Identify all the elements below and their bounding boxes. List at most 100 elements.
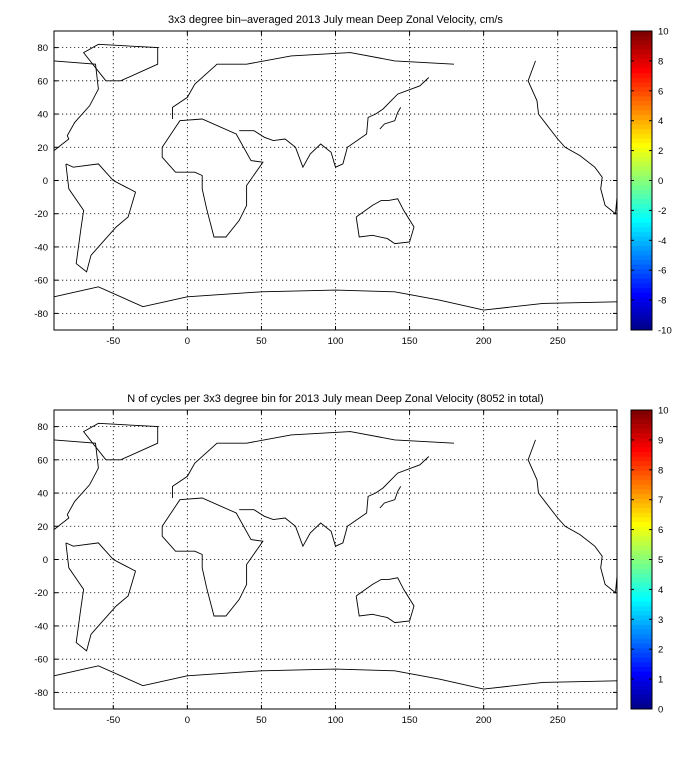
colorbar-segment xyxy=(631,704,652,710)
y-tick-label: 80 xyxy=(37,422,48,433)
y-tick-label: 20 xyxy=(37,143,48,154)
colorbar-segment xyxy=(631,152,652,158)
colorbar-segment xyxy=(631,236,652,242)
colorbar-segment xyxy=(631,68,652,74)
colorbar-segment xyxy=(631,503,652,509)
colorbar-segment xyxy=(631,96,652,102)
colorbar-segment xyxy=(631,666,652,673)
colorbar-tick-label: 10 xyxy=(658,27,669,38)
colorbar-tick-label: 3 xyxy=(658,615,663,626)
colorbar-segment xyxy=(631,287,652,294)
colorbar-segment xyxy=(631,105,652,111)
coastline xyxy=(355,198,415,245)
y-tick-label: -40 xyxy=(34,621,48,632)
colorbar-segment xyxy=(631,494,652,500)
x-tick-label: 50 xyxy=(256,336,267,347)
colorbar-segment xyxy=(631,447,652,453)
colorbar-segment xyxy=(631,91,652,97)
colorbar-segment xyxy=(631,685,652,691)
colorbar-tick-label: 6 xyxy=(658,86,663,97)
colorbar-tick-label: 2 xyxy=(658,146,663,157)
colorbar-segment xyxy=(631,442,652,448)
colorbar-segment xyxy=(631,110,652,116)
colorbar-segment xyxy=(631,596,652,603)
colorbar-segment xyxy=(631,517,652,523)
colorbar-segment xyxy=(631,245,652,252)
colorbar-segment xyxy=(631,615,652,621)
y-tick-label: 0 xyxy=(43,555,48,566)
colorbar-segment xyxy=(631,241,652,247)
y-tick-label: -60 xyxy=(34,276,48,287)
colorbar-tick-label: 2 xyxy=(658,645,663,656)
colorbar-segment xyxy=(631,568,652,575)
x-tick-label: 250 xyxy=(550,715,566,726)
colorbar-tick-label: 0 xyxy=(658,176,663,187)
colorbar-segment xyxy=(631,554,652,560)
coastline xyxy=(379,107,402,130)
y-tick-label: 0 xyxy=(43,176,48,187)
colorbar-segment xyxy=(631,203,652,210)
colorbar-tick-label: -6 xyxy=(658,266,666,277)
chart-title: 3x3 degree bin–averaged 2013 July mean D… xyxy=(168,14,503,26)
colorbar-segment xyxy=(631,638,652,645)
colorbar-segment xyxy=(631,301,652,308)
coastline xyxy=(82,422,159,461)
colorbar-segment xyxy=(631,419,652,425)
colorbar-segment xyxy=(631,452,652,458)
colorbar-segment xyxy=(631,461,652,467)
colorbar-segment xyxy=(631,475,652,481)
colorbar-segment xyxy=(631,498,652,504)
x-tick-label: -50 xyxy=(106,336,120,347)
colorbar-segment xyxy=(631,273,652,280)
colorbar-segment xyxy=(631,185,652,191)
colorbar-segment xyxy=(631,315,652,322)
colorbar-tick-label: 8 xyxy=(658,465,663,476)
colorbar-tick-label: -8 xyxy=(658,296,666,307)
colorbar-segment xyxy=(631,610,652,617)
x-tick-label: 200 xyxy=(476,715,492,726)
colorbar-tick-label: 1 xyxy=(658,675,663,686)
x-tick-label: 150 xyxy=(402,336,418,347)
colorbar-segment xyxy=(631,652,652,659)
colorbar-segment xyxy=(631,231,652,238)
coastline xyxy=(65,163,137,273)
colorbar-segment xyxy=(631,292,652,298)
colorbar-segment xyxy=(631,526,652,532)
x-tick-label: 100 xyxy=(328,336,344,347)
colorbar: 10 8 6 4 2 0 -2 -4 -6 -8 -10 xyxy=(630,27,672,337)
colorbar-tick-label: 7 xyxy=(658,495,663,506)
colorbar-segment xyxy=(631,680,652,687)
y-tick-label: -40 xyxy=(34,242,48,253)
colorbar-segment xyxy=(631,269,652,275)
colorbar-segment xyxy=(631,31,652,37)
colorbar-segment xyxy=(631,694,652,701)
x-tick-label: 0 xyxy=(185,715,190,726)
colorbar-segment xyxy=(631,194,652,200)
colorbar-segment xyxy=(631,522,652,528)
colorbar-segment xyxy=(631,40,652,46)
x-tick-label: 250 xyxy=(550,336,566,347)
coastline xyxy=(527,60,618,215)
colorbar-segment xyxy=(631,620,652,626)
colorbar-segment xyxy=(631,648,652,654)
colorbar-segment xyxy=(631,259,652,266)
colorbar-segment xyxy=(631,87,652,93)
colorbar-segment xyxy=(631,480,652,486)
chart-title: N of cycles per 3x3 degree bin for 2013 … xyxy=(127,393,543,405)
x-tick-label: 100 xyxy=(328,715,344,726)
colorbar-segment xyxy=(631,143,652,149)
chart-panel-1: 3x3 degree bin–averaged 2013 July mean D… xyxy=(34,14,671,347)
colorbar-segment xyxy=(631,414,652,420)
colorbar-segment xyxy=(631,540,652,546)
coastline xyxy=(172,431,455,498)
colorbar-segment xyxy=(631,699,652,705)
colorbar-segment xyxy=(631,662,652,668)
coastline xyxy=(65,542,137,652)
colorbar-segment xyxy=(631,161,652,167)
colorbar-segment xyxy=(631,582,652,589)
colorbar-tick-label: -4 xyxy=(658,236,666,247)
colorbar-tick-label: 8 xyxy=(658,56,663,67)
colorbar-segment xyxy=(631,676,652,682)
colorbar-tick-label: 6 xyxy=(658,525,663,536)
